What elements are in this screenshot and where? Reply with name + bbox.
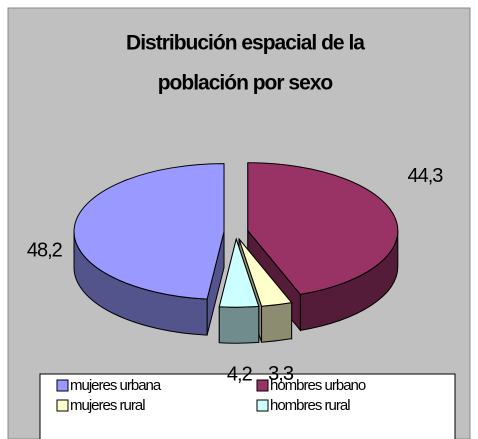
chart-title: población por sexo (158, 72, 333, 95)
slice-top (218, 237, 260, 308)
legend-swatch (56, 379, 69, 392)
slice (238, 237, 293, 343)
slice-top (247, 162, 399, 295)
data-label: 44,3 (407, 165, 443, 187)
slice-side (218, 305, 260, 344)
slice (218, 237, 260, 344)
slice-side (261, 302, 293, 343)
slice (73, 163, 225, 336)
data-label: 3,3 (268, 363, 294, 385)
legend-label: mujeres rural (70, 397, 145, 414)
legend-label: hombres urbano (270, 377, 366, 394)
legend-label: mujeres urbana (70, 377, 162, 394)
data-label: 4,2 (227, 363, 253, 385)
data-label: 48,2 (27, 239, 63, 261)
legend-box (39, 373, 456, 439)
chart-title: Distribución espacial de la (126, 32, 365, 55)
slice-top (73, 163, 225, 300)
legend-swatch (56, 399, 69, 412)
slice-top (238, 238, 293, 307)
legend-swatch (256, 399, 269, 412)
legend-label: hombres rural (270, 397, 350, 414)
legend-swatch (256, 379, 269, 392)
